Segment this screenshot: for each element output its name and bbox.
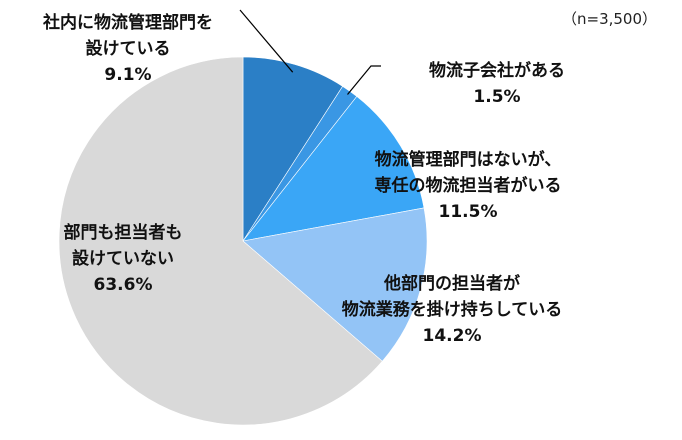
- slice-value-label: 9.1%: [104, 65, 151, 85]
- slice-value-label: 1.5%: [473, 87, 520, 107]
- slice-category-label: 他部門の担当者が: [383, 273, 520, 294]
- slice-category-label: 物流管理部門はないが、: [375, 149, 562, 170]
- pie-slice: [58, 56, 383, 426]
- slice-value-label: 11.5%: [439, 202, 498, 222]
- sample-size-note: （n=3,500）: [562, 10, 658, 28]
- pie-slice: [242, 207, 428, 362]
- slice-value-label: 14.2%: [423, 326, 482, 346]
- slice-category-label: 物流子会社がある: [429, 60, 565, 81]
- slice-category-label: 物流業務を掛け持ちしている: [342, 299, 563, 320]
- slice-category-label: 部門も担当者も: [64, 222, 183, 243]
- slice-category-label: 専任の物流担当者がいる: [375, 175, 562, 196]
- pie-slice: [242, 56, 344, 243]
- slice-value-label: 63.6%: [94, 275, 153, 295]
- slice-category-label: 設けていない: [72, 248, 174, 269]
- leader-line: [239, 9, 294, 73]
- leader-line: [347, 65, 381, 95]
- slice-category-label: 社内に物流管理部門を: [42, 12, 213, 33]
- slice-category-label: 設けている: [86, 38, 171, 59]
- pie-slice: [242, 95, 425, 242]
